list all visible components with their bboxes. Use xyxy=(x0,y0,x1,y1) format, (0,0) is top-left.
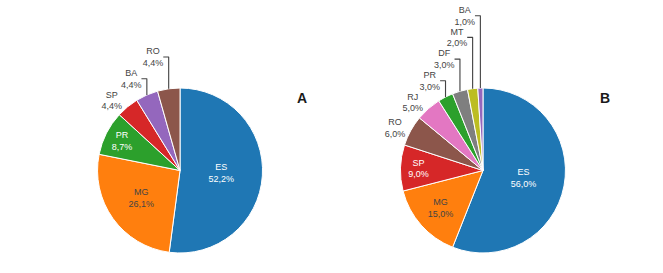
svg-text:MG26,1%: MG26,1% xyxy=(128,187,154,209)
svg-text:MT2,0%: MT2,0% xyxy=(447,27,468,49)
svg-text:PR8,7%: PR8,7% xyxy=(112,130,133,152)
svg-text:BA1,0%: BA1,0% xyxy=(454,5,475,27)
svg-text:ES56,0%: ES56,0% xyxy=(511,167,537,189)
svg-text:MG15,0%: MG15,0% xyxy=(428,197,454,219)
svg-text:RJ5,0%: RJ5,0% xyxy=(402,92,423,114)
svg-text:ES52,2%: ES52,2% xyxy=(208,162,234,184)
svg-text:B: B xyxy=(600,90,610,106)
svg-text:DF3,0%: DF3,0% xyxy=(434,48,455,70)
svg-text:RO6,0%: RO6,0% xyxy=(385,117,406,139)
svg-text:SP9,0%: SP9,0% xyxy=(408,158,429,180)
svg-text:A: A xyxy=(297,90,307,106)
svg-text:PR3,0%: PR3,0% xyxy=(420,70,441,92)
svg-text:BA4,4%: BA4,4% xyxy=(121,68,142,90)
svg-text:RO4,4%: RO4,4% xyxy=(143,46,164,68)
svg-text:SP4,4%: SP4,4% xyxy=(102,90,123,112)
